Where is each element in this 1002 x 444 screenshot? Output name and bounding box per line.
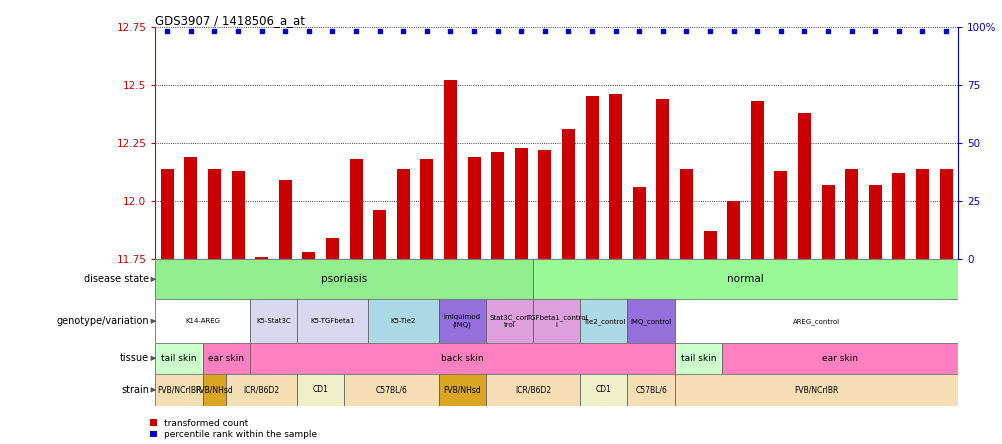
Bar [302,252,315,259]
Bar [674,343,721,373]
Text: tail skin: tail skin [161,354,196,363]
Bar [532,299,580,343]
Text: CD1: CD1 [595,385,611,394]
Text: AREG_control: AREG_control [792,318,839,325]
Text: GDS3907 / 1418506_a_at: GDS3907 / 1418506_a_at [155,14,306,27]
Bar [892,173,905,259]
Bar [702,231,715,259]
Text: tail skin: tail skin [679,354,715,363]
Bar [608,94,621,259]
Text: FVB/NCrIBR: FVB/NCrIBR [794,385,838,394]
Bar [207,169,220,259]
Bar [297,299,368,343]
Text: C57BL/6: C57BL/6 [375,385,407,394]
Bar [184,157,197,259]
Text: disease state: disease state [84,274,149,284]
Text: back skin: back skin [441,354,483,363]
Bar [160,169,173,259]
Text: C57BL/6: C57BL/6 [634,385,666,394]
Text: K5-Tie2: K5-Tie2 [390,318,416,324]
Bar [868,185,881,259]
Text: Stat3C_con
trol: Stat3C_con trol [489,314,529,328]
Bar [373,210,386,259]
Bar [485,299,532,343]
Bar [726,201,739,259]
Bar [397,169,410,259]
Text: IMQ_control: IMQ_control [630,318,671,325]
Bar [750,101,763,259]
Bar [438,373,485,406]
Bar [231,171,244,259]
Bar [249,343,674,373]
Text: FVB/NHsd: FVB/NHsd [195,385,233,394]
Bar [845,169,858,259]
Text: FVB/NHsd: FVB/NHsd [443,385,481,394]
Bar [585,96,598,259]
Bar [798,113,811,259]
Bar [674,299,957,343]
Bar [350,159,362,259]
Bar [939,169,952,259]
Bar [674,373,957,406]
Bar [226,373,297,406]
Bar [155,299,249,343]
Bar [514,148,527,259]
Text: imiquimod
(IMQ): imiquimod (IMQ) [443,314,480,328]
Text: tissue: tissue [120,353,149,363]
Bar [655,99,668,259]
Text: CD1: CD1 [313,385,329,394]
Text: ear skin: ear skin [208,354,244,363]
Bar [297,373,344,406]
Bar [344,373,438,406]
Bar [438,299,485,343]
Bar [632,187,645,259]
Bar [155,343,202,373]
Bar [485,373,580,406]
Text: K5-Stat3C: K5-Stat3C [256,318,291,324]
Bar [580,373,627,406]
Bar [202,373,226,406]
Text: ICR/B6D2: ICR/B6D2 [243,385,280,394]
Text: Tie2_control: Tie2_control [582,318,624,325]
Bar [561,129,574,259]
Text: ICR/B6D2: ICR/B6D2 [514,385,550,394]
Text: K5-TGFbeta1: K5-TGFbeta1 [310,318,355,324]
Bar [627,299,674,343]
Bar [155,259,532,299]
Bar [467,157,480,259]
Bar [580,299,627,343]
Bar [202,343,249,373]
Bar [255,257,268,259]
Bar [774,171,787,259]
Bar [679,169,692,259]
Bar [821,185,834,259]
Text: K14-AREG: K14-AREG [185,318,220,324]
Bar [279,180,292,259]
Text: genotype/variation: genotype/variation [56,316,149,326]
Text: psoriasis: psoriasis [321,274,367,284]
Bar [155,373,202,406]
Bar [627,373,674,406]
Legend: transformed count, percentile rank within the sample: transformed count, percentile rank withi… [150,419,318,440]
Bar [249,299,297,343]
Bar [444,80,457,259]
Text: strain: strain [121,385,149,395]
Bar [368,299,438,343]
Bar [326,238,339,259]
Bar [532,259,957,299]
Bar [420,159,433,259]
Text: TGFbeta1_control
l: TGFbeta1_control l [525,314,587,328]
Bar [538,150,551,259]
Text: FVB/NCrIBR: FVB/NCrIBR [156,385,201,394]
Text: normal: normal [726,274,764,284]
Bar [721,343,957,373]
Text: ear skin: ear skin [821,354,857,363]
Bar [915,169,928,259]
Bar [491,152,504,259]
